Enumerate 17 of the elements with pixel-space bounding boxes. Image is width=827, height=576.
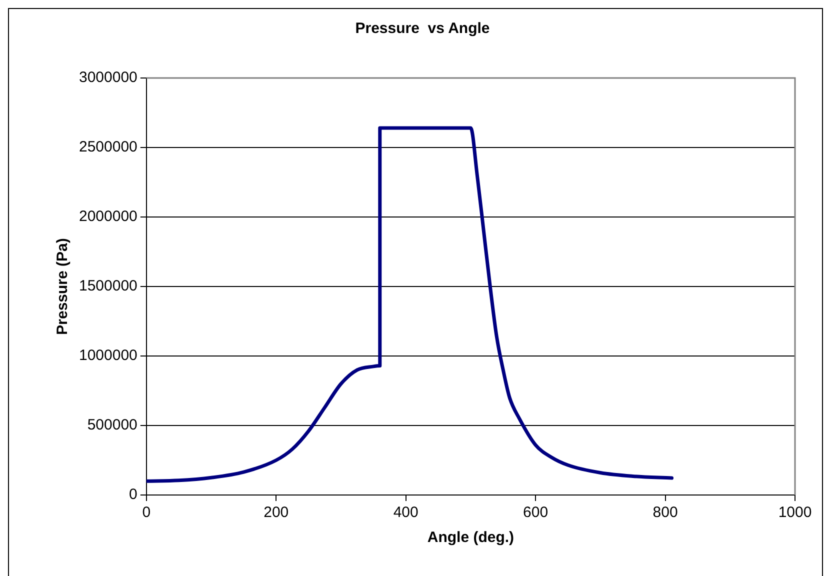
x-tick-label: 200 xyxy=(264,504,289,522)
y-tick-label: 2500000 xyxy=(78,138,138,156)
x-tick-label: 1000 xyxy=(778,504,812,522)
x-tick-label: 800 xyxy=(652,504,678,522)
y-axis-title: Pressure (Pa) xyxy=(54,238,72,335)
line-series xyxy=(146,126,674,483)
y-tick-label: 0 xyxy=(129,486,138,504)
y-tick-label: 1000000 xyxy=(78,347,138,364)
y-tick-label: 3000000 xyxy=(78,69,138,86)
y-tick-label: 500000 xyxy=(87,416,138,434)
x-tick-label: 600 xyxy=(523,504,548,522)
x-axis-title: Angle (deg.) xyxy=(427,529,514,546)
x-tick-label: 0 xyxy=(142,504,151,522)
chart-title: Pressure vs Angle xyxy=(355,20,490,38)
y-tick-label: 2000000 xyxy=(78,208,138,226)
y-tick-label: 1500000 xyxy=(78,278,138,295)
x-tick-label: 400 xyxy=(393,504,418,522)
